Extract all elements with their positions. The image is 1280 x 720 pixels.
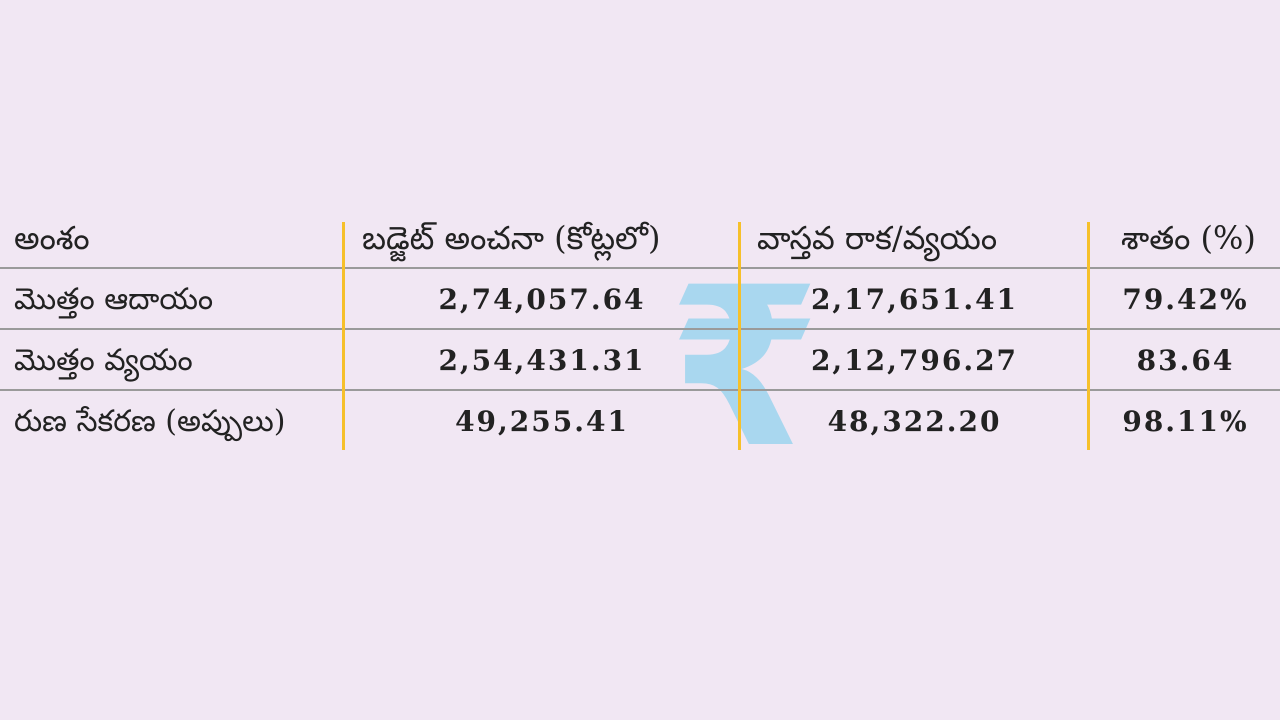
header-actual: వాస్తవ రాక/వ్యయం [757, 219, 998, 257]
percent-value: 83.64 [1136, 344, 1235, 377]
header-item: అంశం [14, 219, 90, 257]
column-divider [738, 222, 741, 450]
column-divider [1087, 222, 1090, 450]
row-rule [0, 328, 1280, 330]
row-label: రుణ సేకరణ (అప్పులు) [14, 404, 286, 439]
budget-value: 49,255.41 [455, 405, 629, 438]
actual-value: 2,12,796.27 [810, 344, 1019, 377]
budget-value: 2,74,057.64 [438, 283, 646, 316]
row-label: మొత్తం వ్యయం [14, 343, 193, 378]
actual-value: 48,322.20 [827, 405, 1002, 438]
header-budget-estimate: బడ్జెట్ అంచనా (కోట్లలో) [362, 219, 661, 257]
rupee-icon: ₹ [668, 240, 822, 496]
row-label: మొత్తం ఆదాయం [14, 282, 214, 317]
column-divider [342, 222, 345, 450]
actual-value: 2,17,651.41 [810, 283, 1019, 316]
header-percent: శాతం (%) [1121, 219, 1256, 257]
row-rule [0, 389, 1280, 391]
percent-value: 98.11% [1122, 405, 1249, 438]
budget-value: 2,54,431.31 [438, 344, 646, 377]
percent-value: 79.42% [1122, 283, 1249, 316]
header-rule [0, 267, 1280, 269]
